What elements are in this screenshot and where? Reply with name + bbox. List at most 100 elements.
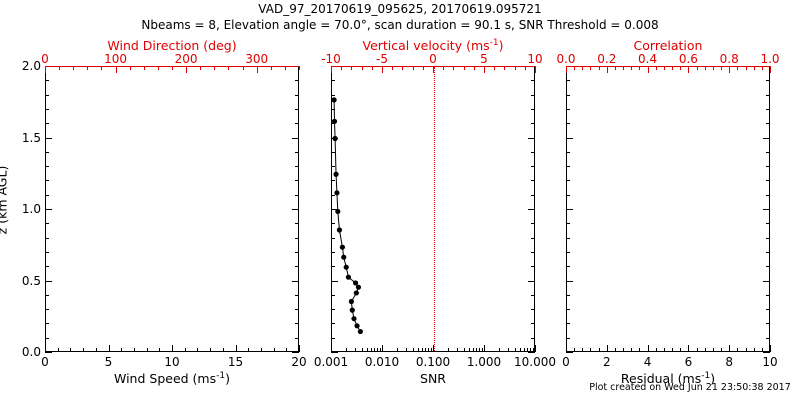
x-minor-tick <box>639 348 641 352</box>
y-tick-label: 0.0 <box>21 345 41 359</box>
y-minor-tick <box>766 337 770 339</box>
y-tick-label: 1.5 <box>21 130 41 145</box>
top-x-minor-tick <box>582 66 584 70</box>
y-major-tick <box>528 352 535 353</box>
y-minor-tick <box>566 223 570 225</box>
x-minor-tick <box>210 348 212 352</box>
top-x-minor-tick <box>341 66 343 70</box>
top-x-minor-tick <box>101 66 103 70</box>
x-major-tick <box>688 345 690 352</box>
x-major-tick <box>606 345 608 352</box>
y-minor-tick <box>531 237 535 239</box>
data-point-marker <box>352 280 359 286</box>
x-major-tick <box>484 345 485 352</box>
y-major-tick <box>45 280 52 282</box>
y-major-tick <box>45 352 52 353</box>
y-minor-tick <box>331 323 335 325</box>
top-x-minor-tick <box>87 66 89 70</box>
y-minor-tick <box>45 123 49 125</box>
top-x-major-tick <box>566 66 567 73</box>
y-minor-tick <box>331 94 335 96</box>
top-x-major-tick <box>382 66 383 73</box>
top-x-minor-tick <box>494 66 496 70</box>
y-minor-tick <box>531 166 535 168</box>
y-minor-tick <box>531 123 535 125</box>
y-major-tick <box>292 280 299 282</box>
top-x-tick-label: 0.8 <box>719 52 739 66</box>
x-minor-tick <box>355 348 357 352</box>
top-x-axis-title: Correlation <box>633 38 703 53</box>
top-x-tick-label: 0.6 <box>678 52 698 66</box>
y-minor-tick <box>295 123 299 125</box>
x-minor-tick <box>523 348 525 352</box>
x-minor-tick <box>623 348 625 352</box>
y-minor-tick <box>766 237 770 239</box>
top-x-minor-tick <box>737 66 739 70</box>
x-minor-tick <box>430 348 432 352</box>
y-minor-tick <box>531 108 535 110</box>
x-tick-label: 0 <box>41 355 49 369</box>
y-minor-tick <box>295 166 299 168</box>
x-minor-tick <box>133 348 135 352</box>
top-x-axis-title: Vertical velocity (ms-1) <box>362 38 504 54</box>
panel-correlation <box>566 66 770 352</box>
top-x-minor-tick <box>590 66 592 70</box>
y-minor-tick <box>531 80 535 82</box>
y-minor-tick <box>766 108 770 110</box>
x-minor-tick <box>83 348 85 352</box>
x-minor-tick <box>57 348 59 352</box>
x-major-tick <box>108 345 110 352</box>
top-x-major-tick <box>331 66 332 73</box>
top-x-tick-label: -5 <box>376 52 388 66</box>
x-tick-label: 0.010 <box>364 355 400 369</box>
top-x-minor-tick <box>463 66 465 70</box>
x-minor-tick <box>704 348 706 352</box>
x-minor-tick <box>159 348 161 352</box>
y-major-tick <box>528 280 535 282</box>
top-x-major-tick <box>186 66 188 73</box>
top-x-tick-label: 100 <box>104 52 127 66</box>
y-minor-tick <box>566 123 570 125</box>
data-point-marker <box>331 97 337 103</box>
data-point-marker <box>336 227 343 233</box>
y-minor-tick <box>295 294 299 296</box>
x-major-tick <box>299 345 300 352</box>
top-x-minor-tick <box>392 66 394 70</box>
y-minor-tick <box>45 80 49 82</box>
x-minor-tick <box>696 348 698 352</box>
top-x-axis-title: Wind Direction (deg) <box>107 38 237 53</box>
top-x-major-tick <box>688 66 690 73</box>
x-minor-tick <box>121 348 123 352</box>
y-tick-label: 0.5 <box>21 273 41 288</box>
y-minor-tick <box>331 237 335 239</box>
top-x-minor-tick <box>200 66 202 70</box>
x-tick-label: 10 <box>762 355 778 369</box>
top-x-minor-tick <box>157 66 159 70</box>
x-minor-tick <box>680 348 682 352</box>
y-major-tick <box>292 137 299 139</box>
top-x-minor-tick <box>753 66 755 70</box>
y-minor-tick <box>295 323 299 325</box>
x-minor-tick <box>397 348 399 352</box>
data-point-marker <box>355 284 362 290</box>
x-major-tick <box>535 345 536 352</box>
x-axis-title: Residual (ms-1) <box>620 371 716 387</box>
x-axis-title: Wind Speed (ms-1) <box>114 371 230 387</box>
top-x-minor-tick <box>574 66 576 70</box>
y-minor-tick <box>531 251 535 253</box>
y-minor-tick <box>45 209 49 210</box>
x-major-tick <box>566 345 567 352</box>
x-minor-tick <box>273 348 275 352</box>
x-minor-tick <box>479 348 481 352</box>
y-major-tick <box>331 352 338 353</box>
top-x-major-tick <box>770 66 771 73</box>
zero-velocity-reference-line <box>434 67 435 351</box>
top-x-minor-tick <box>712 66 714 70</box>
panel-top-axis-line <box>45 66 299 67</box>
y-minor-tick <box>566 180 570 182</box>
x-major-tick <box>770 345 771 352</box>
series-line <box>333 99 361 332</box>
y-minor-tick <box>45 151 49 153</box>
y-minor-tick <box>566 209 570 210</box>
